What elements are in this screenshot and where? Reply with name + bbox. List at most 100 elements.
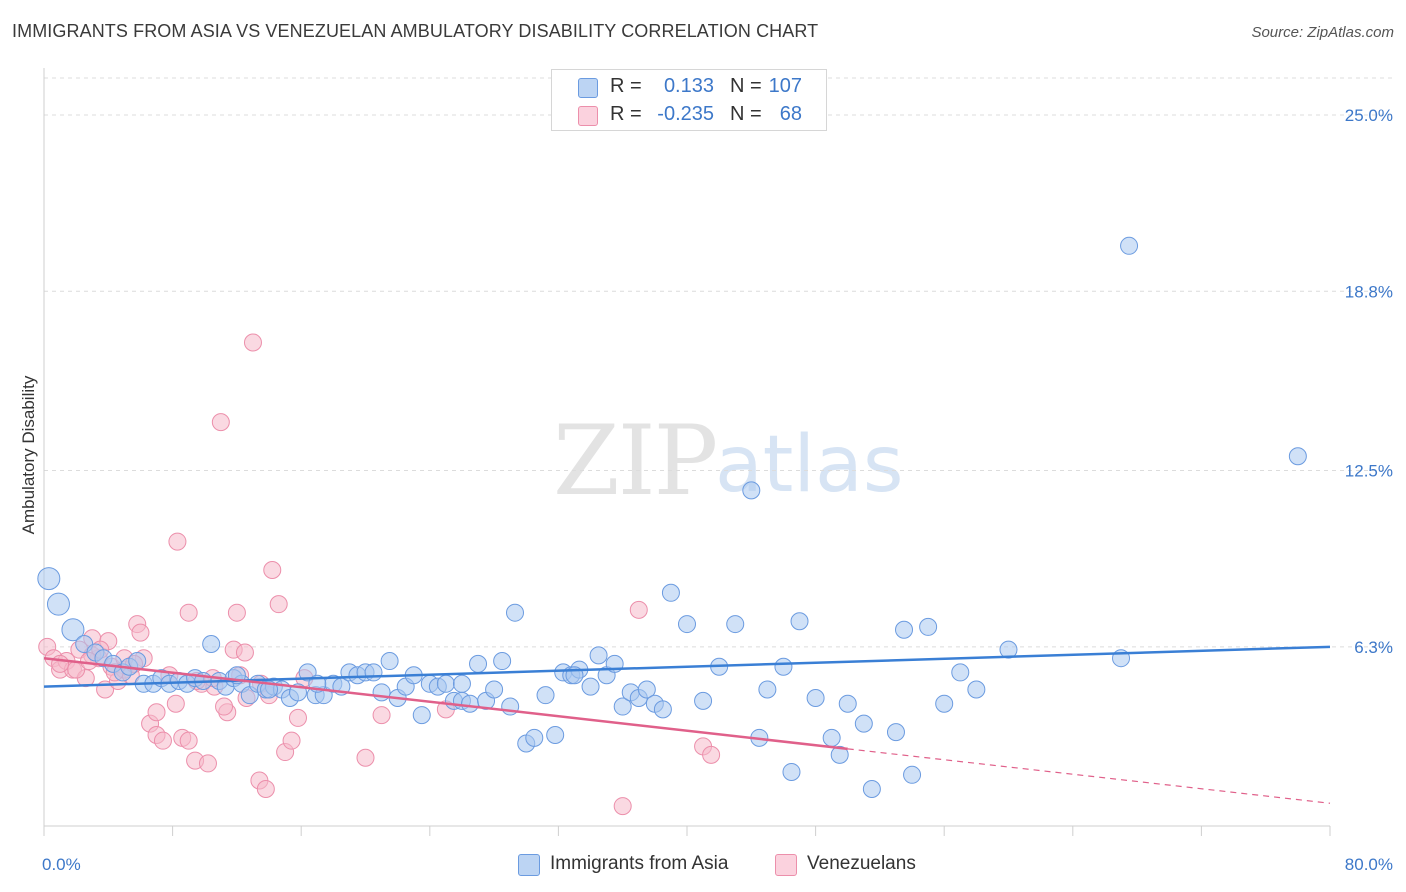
venezuelans-point (702, 745, 721, 764)
series-swatch-venezuelans (775, 854, 797, 876)
y-axis-label: Ambulatory Disability (19, 375, 38, 534)
venezuelans-point (227, 603, 246, 622)
asia-point (505, 603, 524, 622)
asia-point (694, 691, 713, 710)
asia-point (1120, 236, 1139, 255)
asia-point (485, 680, 504, 699)
asia-point (493, 652, 512, 671)
asia-point (742, 481, 761, 500)
venezuelans-point (613, 797, 632, 816)
asia-point (782, 762, 801, 781)
asia-point (999, 640, 1018, 659)
legend-r-label: R = (610, 75, 642, 97)
venezuelans-point (263, 561, 282, 580)
x-tick-label: 0.0% (42, 855, 81, 874)
venezuelans-point (243, 333, 262, 352)
legend-n-label: N = (730, 103, 762, 125)
venezuelans-point (131, 623, 150, 642)
legend-swatch-asia (578, 78, 598, 98)
asia-point (61, 618, 85, 642)
asia-point (380, 652, 399, 671)
asia-point (862, 780, 881, 799)
asia-point (525, 728, 544, 747)
source-credit: Source: ZipAtlas.com (1251, 24, 1394, 41)
asia-point (637, 680, 656, 699)
asia-point (830, 745, 849, 764)
venezuelans-point (179, 603, 198, 622)
y-tick-label: 6.3% (1354, 638, 1393, 657)
asia-point (589, 646, 608, 665)
legend-r-value: 0.133 (663, 75, 714, 97)
series-legend: Immigrants from Asia Venezuelans (0, 852, 1406, 878)
venezuelans-point (168, 532, 187, 551)
venezuelans-point (153, 731, 172, 750)
legend-r-label: R = (610, 103, 642, 125)
legend-r-value: -0.235 (657, 103, 714, 125)
correlation-legend: R = 0.133 N = 107 R = -0.235 N = 68 (551, 69, 827, 131)
legend-row-venezuelans: R = -0.235 N = 68 (552, 100, 826, 128)
y-tick-label: 25.0% (1345, 106, 1393, 125)
series-swatch-asia (518, 854, 540, 876)
asia-point (436, 674, 455, 693)
asia-point (854, 714, 873, 733)
watermark-zip: ZIP (553, 405, 718, 517)
venezuelans-trend-line (43, 656, 848, 751)
venezuelans-point (215, 697, 234, 716)
legend-swatch-venezuelans (578, 106, 598, 126)
asia-trend-line (43, 645, 1331, 688)
asia-point (726, 615, 745, 634)
venezuelans-point (288, 708, 307, 727)
asia-point (1288, 447, 1307, 466)
asia-point (758, 680, 777, 699)
asia-point (951, 663, 970, 682)
asia-point (546, 725, 565, 744)
asia-point (202, 634, 221, 653)
asia-point (37, 567, 61, 591)
asia-point (653, 700, 672, 719)
series-label-venezuelans: Venezuelans (807, 853, 916, 874)
asia-point (581, 677, 600, 696)
y-tick-label: 18.8% (1345, 282, 1393, 301)
venezuelans-point (629, 600, 648, 619)
venezuelans-trend-line-extension (847, 748, 1331, 804)
venezuelans-point (372, 706, 391, 725)
venezuelans-point (235, 643, 254, 662)
legend-row-asia: R = 0.133 N = 107 (552, 72, 826, 100)
chart-title: IMMIGRANTS FROM ASIA VS VENEZUELAN AMBUL… (12, 21, 819, 41)
venezuelans-point (166, 694, 185, 713)
venezuelans-point (211, 413, 230, 432)
asia-point (46, 592, 70, 616)
asia-point (678, 615, 696, 634)
venezuelans-point (356, 748, 375, 767)
asia-point (935, 694, 954, 713)
asia-point (903, 765, 922, 784)
asia-point (967, 680, 986, 699)
asia-point (372, 683, 391, 702)
asia-point (822, 728, 841, 747)
asia-point (790, 612, 809, 631)
legend-n-label: N = (730, 75, 762, 97)
legend-n-value: 68 (779, 103, 802, 125)
x-tick-label: 80.0% (1345, 855, 1393, 874)
asia-point (919, 617, 938, 636)
asia-point (469, 654, 488, 673)
venezuelans-point (147, 703, 166, 722)
legend-n-value: 107 (768, 75, 802, 97)
asia-point (661, 583, 680, 602)
asia-point (452, 674, 471, 693)
asia-point (806, 689, 825, 708)
venezuelans-point (198, 754, 217, 773)
asia-point (886, 723, 905, 742)
venezuelans-point (179, 731, 198, 750)
y-tick-label: 12.5% (1345, 461, 1393, 480)
venezuelans-point (269, 595, 288, 614)
venezuelans-point (256, 780, 275, 799)
venezuelans-point (282, 731, 301, 750)
asia-point (460, 694, 479, 713)
asia-point (364, 663, 383, 682)
series-label-asia: Immigrants from Asia (550, 853, 729, 874)
venezuelans-point (51, 654, 70, 673)
asia-point (838, 694, 857, 713)
asia-point (613, 697, 632, 716)
